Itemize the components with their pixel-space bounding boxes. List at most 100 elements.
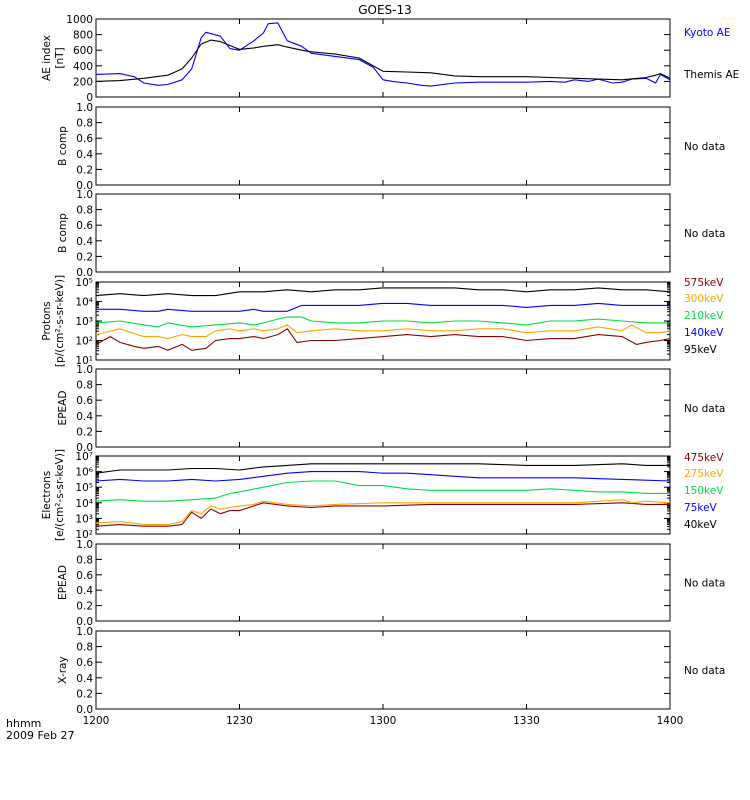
y-tick-label: 800 bbox=[73, 30, 93, 42]
y-tick-label: 200 bbox=[73, 76, 93, 88]
y-tick-label: 1.0 bbox=[76, 539, 93, 551]
panel-epead1: 0.0 0.2 0.4 0.6 0.8 1.0 EPEAD No data bbox=[57, 364, 725, 454]
y-tick-label: 10⁵ bbox=[75, 482, 93, 494]
series-line-kyoto-ae bbox=[95, 22, 671, 87]
y-tick-label: 10⁶ bbox=[75, 467, 93, 479]
legend-entry: 475keV bbox=[684, 452, 724, 464]
y-tick-label: 0.6 bbox=[76, 657, 93, 669]
panel-b2: 0.0 0.2 0.4 0.6 0.8 1.0 B comp No data bbox=[57, 189, 725, 279]
y-tick-label: 0.0 bbox=[76, 267, 93, 279]
y-tick-label: 0.6 bbox=[76, 570, 93, 582]
y-tick-label: 10³ bbox=[75, 316, 93, 328]
panel-frame bbox=[95, 193, 671, 273]
y-tick-label: 0.0 bbox=[76, 616, 93, 628]
y-tick-label: 10³ bbox=[75, 513, 93, 525]
panel-electrons: 10² 10³ 10⁴ 10⁵ 10⁶ 10⁷ Electrons [e/(cm²-s-sr-… bbox=[41, 449, 724, 541]
panel-protons: 10¹ 10² 10³ 10⁴ 10⁵ Protons [p/(cm²-s-sr-keV)]… bbox=[41, 275, 724, 367]
y-axis-label: [nT] bbox=[54, 47, 66, 68]
legend-entry: 95keV bbox=[684, 344, 718, 356]
y-axis-label: [p/(cm²-s-sr-keV)] bbox=[54, 275, 66, 367]
no-data-note: No data bbox=[684, 665, 725, 677]
legend-entry: Themis AE bbox=[683, 69, 739, 81]
no-data-note: No data bbox=[684, 403, 725, 415]
legend-entry: 300keV bbox=[684, 293, 724, 305]
y-tick-label: 400 bbox=[73, 61, 93, 73]
legend-entry: 150keV bbox=[684, 485, 724, 497]
y-tick-label: 10² bbox=[75, 336, 93, 348]
panel-frame bbox=[95, 455, 671, 535]
x-tick-label: 1230 bbox=[226, 715, 253, 727]
y-tick-label: 0.2 bbox=[76, 688, 93, 700]
y-tick-label: 1.0 bbox=[76, 102, 93, 114]
series-line-140kev bbox=[96, 302, 670, 312]
no-data-note: No data bbox=[684, 228, 725, 240]
legend-entry: 40keV bbox=[684, 519, 718, 531]
y-axis-label: X-ray bbox=[57, 656, 69, 683]
legend-entry: Kyoto AE bbox=[684, 27, 730, 39]
y-tick-label: 0.8 bbox=[76, 642, 93, 654]
y-tick-label: 0.8 bbox=[76, 118, 93, 130]
legend-entry: 275keV bbox=[684, 468, 724, 480]
y-tick-label: 1000 bbox=[66, 14, 93, 26]
y-tick-label: 1.0 bbox=[76, 189, 93, 201]
y-tick-label: 0.4 bbox=[76, 149, 93, 161]
y-tick-label: 0.2 bbox=[76, 251, 93, 263]
x-axis-label-date: 2009 Feb 27 bbox=[6, 729, 74, 742]
y-axis-label: Protons bbox=[41, 301, 53, 340]
x-tick-label: 1300 bbox=[370, 715, 397, 727]
y-axis-label: EPEAD bbox=[57, 565, 69, 600]
y-tick-label: 0.2 bbox=[76, 601, 93, 613]
x-axis: 1200 1230 1300 1330 1400 bbox=[83, 715, 684, 727]
y-tick-label: 0.0 bbox=[76, 704, 93, 716]
y-axis-label: B comp bbox=[57, 126, 69, 166]
y-axis-label: EPEAD bbox=[57, 391, 69, 426]
y-tick-label: 0.4 bbox=[76, 236, 93, 248]
panel-ae: 0 200 400 600 800 1000 AE index [nT] Kyoto AE The… bbox=[41, 14, 739, 104]
legend-entry: 575keV bbox=[684, 277, 724, 289]
y-axis-label: [e/(cm²-s-sr-keV)] bbox=[54, 449, 66, 541]
y-tick-label: 0.6 bbox=[76, 395, 93, 407]
y-tick-label: 0.6 bbox=[76, 133, 93, 145]
panel-frame bbox=[95, 630, 671, 710]
y-tick-label: 0.0 bbox=[76, 442, 93, 454]
y-tick-label: 0.8 bbox=[76, 205, 93, 217]
panel-frame bbox=[95, 18, 671, 98]
panel-frame bbox=[95, 543, 671, 622]
y-axis-label: Electrons bbox=[41, 471, 53, 520]
y-tick-label: 10⁴ bbox=[75, 498, 93, 510]
y-tick-label: 0.2 bbox=[76, 426, 93, 438]
series-line-210kev bbox=[95, 316, 670, 328]
legend-entry: 210keV bbox=[684, 310, 724, 322]
y-tick-label: 1.0 bbox=[76, 364, 93, 376]
y-tick-label: 10⁷ bbox=[75, 451, 93, 463]
y-tick-label: 0.0 bbox=[76, 180, 93, 192]
y-tick-label: 1.0 bbox=[76, 626, 93, 638]
x-tick-label: 1330 bbox=[513, 715, 540, 727]
x-axis-label-time: hhmm bbox=[6, 717, 41, 730]
series-line-575kev bbox=[95, 328, 671, 351]
series-line-150kev bbox=[95, 480, 670, 502]
x-tick-label: 1200 bbox=[83, 715, 110, 727]
panels: 0 200 400 600 800 1000 AE index [nT] Kyoto AE The… bbox=[41, 14, 739, 716]
series-line-475kev bbox=[95, 502, 670, 527]
x-tick-label: 1400 bbox=[657, 715, 684, 727]
y-tick-label: 10⁵ bbox=[75, 277, 93, 289]
chart-title: GOES-13 bbox=[358, 3, 412, 17]
series-line-75kev bbox=[95, 471, 671, 482]
y-tick-label: 0.4 bbox=[76, 673, 93, 685]
no-data-note: No data bbox=[684, 578, 725, 590]
series-line-themis-ae bbox=[95, 39, 671, 82]
panel-b1: 0.0 0.2 0.4 0.6 0.8 1.0 B comp No data bbox=[57, 102, 725, 192]
legend-entry: 140keV bbox=[684, 327, 724, 339]
legend-entry: 75keV bbox=[684, 502, 718, 514]
y-tick-label: 0.4 bbox=[76, 585, 93, 597]
panel-xray: 0.0 0.2 0.4 0.6 0.8 1.0 X-ray No data bbox=[57, 626, 725, 716]
panel-frame bbox=[95, 106, 671, 186]
series-line-95kev bbox=[95, 287, 671, 297]
y-tick-label: 0.2 bbox=[76, 164, 93, 176]
y-axis-label: B comp bbox=[57, 213, 69, 253]
y-tick-label: 10⁴ bbox=[75, 297, 93, 309]
no-data-note: No data bbox=[684, 141, 725, 153]
y-tick-label: 10² bbox=[75, 529, 93, 541]
